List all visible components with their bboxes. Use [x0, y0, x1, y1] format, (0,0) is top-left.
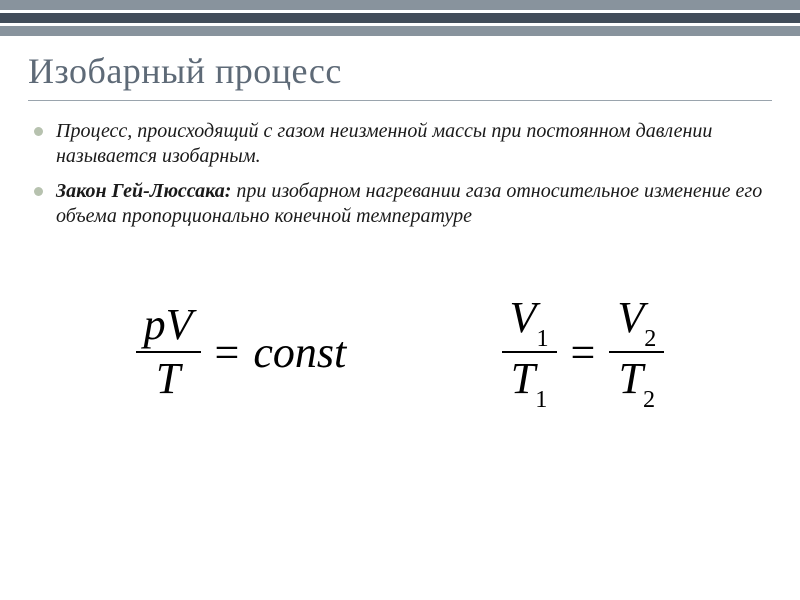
numerator-v1: V1 [502, 294, 557, 349]
fraction-bar-3 [609, 351, 664, 353]
var-t2: T [619, 354, 643, 403]
top-decorative-bars [0, 0, 800, 36]
equation-right: V1 T1 = V2 T2 [502, 294, 665, 410]
bar-light-2 [0, 26, 800, 36]
law-label: Закон Гей-Люссака: [56, 180, 231, 202]
denominator-t1: T1 [503, 355, 556, 410]
sub-1b: 1 [535, 386, 547, 413]
slide-heading: Изобарный процесс [28, 50, 772, 92]
var-t1: T [511, 354, 535, 403]
heading-divider [28, 100, 772, 101]
sub-2b: 2 [643, 386, 655, 413]
denominator-t: T [148, 355, 188, 403]
denominator-t2: T2 [611, 355, 664, 410]
slide-content: Изобарный процесс Процесс, происходящий … [0, 36, 800, 410]
numerator-pv: pV [136, 301, 201, 349]
fraction-bar-1 [136, 351, 201, 353]
equations-row: pV T = const V1 T1 = V2 [28, 294, 772, 410]
bar-light-1 [0, 0, 800, 10]
equals-2: = [571, 327, 596, 378]
const-text: const [253, 327, 346, 378]
fraction-v2-t2: V2 T2 [609, 294, 664, 410]
equation-left: pV T = const [136, 301, 347, 403]
sub-1a: 1 [536, 325, 548, 352]
var-v1: V [510, 293, 537, 342]
fraction-pv-t: pV T [136, 301, 201, 403]
bullet-item-2: Закон Гей-Люссака: при изобарном нагрева… [34, 179, 772, 229]
var-v2: V [617, 293, 644, 342]
bullet-item-1: Процесс, происходящий с газом неизменной… [34, 119, 772, 169]
bullet-list: Процесс, происходящий с газом неизменной… [28, 119, 772, 229]
equals-1: = [215, 327, 240, 378]
sub-2a: 2 [644, 325, 656, 352]
fraction-v1-t1: V1 T1 [502, 294, 557, 410]
numerator-v2: V2 [609, 294, 664, 349]
bar-dark [0, 13, 800, 23]
bullet-text-1: Процесс, происходящий с газом неизменной… [56, 120, 712, 167]
